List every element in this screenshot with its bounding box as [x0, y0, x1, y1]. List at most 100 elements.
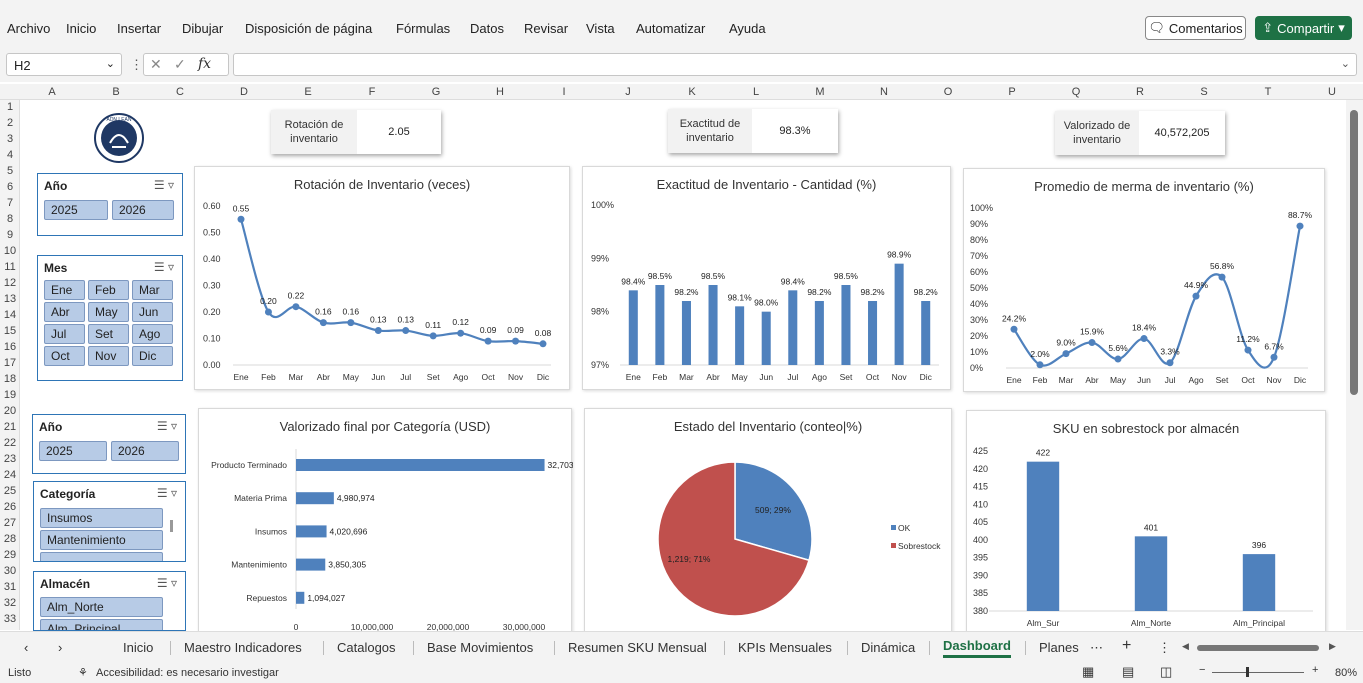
row-header[interactable]: 27 [3, 517, 17, 529]
row-header[interactable]: 16 [3, 341, 17, 353]
menu-item[interactable]: Datos [470, 21, 504, 36]
name-box[interactable]: H2 ⌄ [6, 53, 122, 76]
vertical-scrollbar[interactable] [1346, 100, 1363, 630]
clear-filter-icon[interactable]: ▿ [170, 576, 177, 590]
sheet-tab[interactable]: Catalogos [337, 640, 396, 655]
row-header[interactable]: 26 [3, 501, 17, 513]
horizontal-scrollbar[interactable]: ◀ ▶ [1182, 641, 1337, 652]
menu-item[interactable]: Ayuda [729, 21, 766, 36]
slicer-item[interactable]: 2025 [44, 200, 108, 220]
share-button[interactable]: ⇪ Compartir ▾ [1255, 16, 1352, 40]
row-header[interactable]: 30 [3, 565, 17, 577]
column-header[interactable]: A [48, 86, 56, 98]
column-header[interactable]: F [368, 86, 376, 98]
multi-select-icon[interactable]: ☰ [153, 178, 165, 192]
row-header[interactable]: 1 [6, 101, 14, 113]
normal-view-icon[interactable]: ▦ [1082, 664, 1095, 679]
column-header[interactable]: G [431, 86, 441, 98]
cancel-icon[interactable]: ✕ [150, 56, 162, 72]
column-header[interactable]: M [815, 86, 825, 98]
slicer-item[interactable]: 2026 [111, 441, 179, 461]
chart-valuation-category[interactable]: Valorizado final por Categoría (USD) Pro… [198, 408, 573, 633]
slicer-item[interactable]: Mantenimiento [40, 530, 163, 550]
slicer-item[interactable]: Ago [132, 324, 173, 344]
column-header[interactable]: E [304, 86, 312, 98]
scroll-right-icon[interactable]: ▶ [1329, 641, 1336, 651]
menu-item[interactable]: Inicio [66, 21, 97, 36]
row-header[interactable]: 20 [3, 405, 17, 417]
more-icon[interactable]: ⋮ [130, 57, 143, 72]
add-sheet-icon[interactable]: + [1122, 637, 1132, 654]
row-header[interactable]: 21 [3, 421, 17, 433]
column-header[interactable]: D [240, 86, 248, 98]
chart-inventory-status[interactable]: Estado del Inventario (conteo|%) 509; 29… [584, 408, 952, 633]
column-header[interactable]: P [1008, 86, 1016, 98]
slicer-item[interactable]: Dic [132, 346, 173, 366]
zoom-slider-thumb[interactable] [1246, 667, 1249, 677]
scroll-left-icon[interactable]: ◀ [1182, 641, 1189, 651]
row-header[interactable]: 14 [3, 309, 17, 321]
row-header[interactable]: 4 [6, 149, 14, 161]
sheet-tab[interactable]: Inicio [123, 640, 154, 655]
multi-select-icon[interactable]: ☰ [156, 486, 168, 500]
column-header[interactable]: Q [1071, 86, 1081, 98]
row-header[interactable]: 17 [3, 357, 17, 369]
column-header[interactable]: L [752, 86, 760, 98]
check-icon[interactable]: ✓ [174, 56, 186, 72]
row-header[interactable]: 18 [3, 373, 17, 385]
chart-shrinkage[interactable]: Promedio de merma de inventario (%) 0% 10… [963, 168, 1325, 392]
multi-select-icon[interactable]: ☰ [156, 419, 168, 433]
sheet-tab[interactable]: Dinámica [861, 640, 916, 655]
slicer-item[interactable]: Abr [44, 302, 85, 322]
clear-filter-icon[interactable]: ▿ [170, 419, 177, 433]
row-header[interactable]: 22 [3, 437, 17, 449]
zoom-level[interactable]: 80% [1335, 667, 1358, 679]
accessibility-icon[interactable]: ⚘ [78, 667, 88, 679]
clear-filter-icon[interactable]: ▿ [167, 260, 174, 274]
row-header[interactable]: 8 [6, 213, 14, 225]
menu-item[interactable]: Vista [586, 21, 615, 36]
zoom-out-icon[interactable]: − [1199, 664, 1206, 676]
page-break-icon[interactable]: ◫ [1160, 664, 1173, 679]
slicer-item[interactable]: Insumos [40, 508, 163, 528]
row-header[interactable]: 23 [3, 453, 17, 465]
sheet-tab[interactable]: Resumen SKU Mensual [568, 640, 707, 655]
slicer-item[interactable]: Jun [132, 302, 173, 322]
slicer-item[interactable]: Alm_Principal [40, 619, 163, 630]
column-header[interactable]: N [880, 86, 888, 98]
slicer-item[interactable]: Jul [44, 324, 85, 344]
tab-prev-icon[interactable]: ‹ [24, 640, 29, 655]
row-header[interactable]: 12 [3, 277, 17, 289]
clear-filter-icon[interactable]: ▿ [170, 486, 177, 500]
row-header[interactable]: 9 [6, 229, 14, 241]
multi-select-icon[interactable]: ☰ [153, 260, 165, 274]
sheet-tab[interactable]: KPIs Mensuales [738, 640, 832, 655]
slicer-item[interactable]: Ene [44, 280, 85, 300]
column-header[interactable]: C [176, 86, 184, 98]
sheet-tab[interactable]: Base Movimientos [427, 640, 534, 655]
slicer-item[interactable]: Mar [132, 280, 173, 300]
column-header[interactable]: U [1328, 86, 1336, 98]
comments-button[interactable]: 🗨 Comentarios [1145, 16, 1246, 40]
hscroll-thumb[interactable] [1197, 645, 1319, 651]
row-header[interactable]: 25 [3, 485, 17, 497]
sheet-tab[interactable]: Dashboard [943, 638, 1011, 658]
row-header[interactable]: 32 [3, 597, 17, 609]
column-header[interactable]: H [496, 86, 504, 98]
function-icon[interactable]: fx [198, 56, 212, 72]
slicer-item[interactable]: 2026 [112, 200, 174, 220]
slicer-item[interactable]: Feb [88, 280, 129, 300]
menu-item[interactable]: Dibujar [182, 21, 224, 36]
sheet-tab[interactable]: Planes [1039, 640, 1079, 655]
row-header[interactable]: 15 [3, 325, 17, 337]
sheet-tab[interactable]: Maestro Indicadores [184, 640, 302, 655]
slicer-item-partial[interactable] [40, 552, 163, 561]
row-header[interactable]: 10 [3, 245, 17, 257]
row-header[interactable]: 33 [3, 613, 17, 625]
menu-item[interactable]: Automatizar [636, 21, 706, 36]
column-header[interactable]: O [943, 86, 953, 98]
menu-item[interactable]: Insertar [117, 21, 162, 36]
slicer-item[interactable]: Oct [44, 346, 85, 366]
slicer-scrollbar[interactable] [170, 520, 173, 532]
column-header[interactable]: S [1200, 86, 1208, 98]
